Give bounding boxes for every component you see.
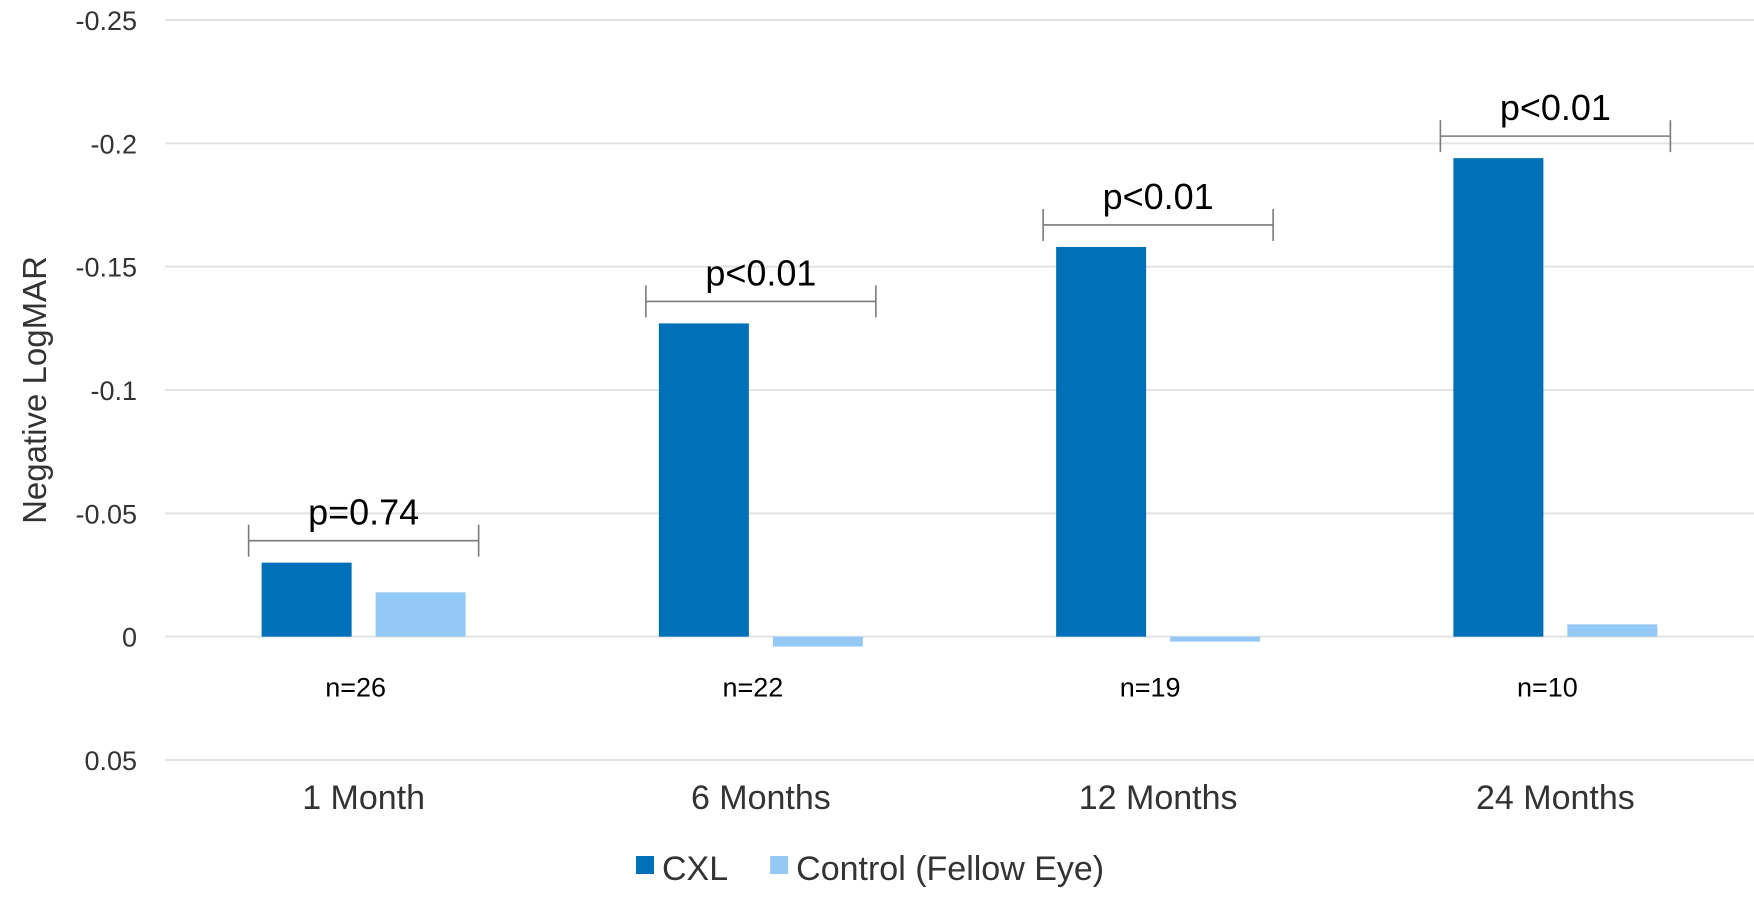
bars bbox=[261, 158, 1658, 647]
bar-control-fellow-eye-4 bbox=[1567, 624, 1658, 637]
y-tick-label: -0.25 bbox=[75, 6, 137, 36]
y-tick-label: 0 bbox=[122, 623, 137, 653]
sample-size-labels: n=26 n=22 n=19 n=10 bbox=[325, 673, 1578, 703]
p-value-label: p<0.01 bbox=[1500, 87, 1611, 128]
y-tick-label: 0.05 bbox=[84, 746, 137, 776]
legend: CXL Control (Fellow Eye) bbox=[636, 850, 1104, 888]
bar-cxl-4 bbox=[1453, 158, 1544, 637]
bar-cxl-1 bbox=[261, 562, 352, 637]
n-label: n=19 bbox=[1120, 673, 1181, 703]
bar-control-fellow-eye-1 bbox=[375, 592, 466, 637]
x-category-label: 24 Months bbox=[1476, 779, 1635, 817]
y-axis-title: Negative LogMAR bbox=[16, 256, 53, 524]
p-value-label: p=0.74 bbox=[308, 492, 419, 533]
n-label: n=22 bbox=[722, 673, 783, 703]
bar-cxl-3 bbox=[1056, 246, 1147, 637]
bar-cxl-2 bbox=[658, 323, 749, 637]
legend-label-1: CXL bbox=[662, 850, 728, 888]
p-value-label: p<0.01 bbox=[705, 252, 816, 293]
y-axis-ticks: -0.25 -0.2 -0.15 -0.1 -0.05 0 0.05 bbox=[75, 6, 137, 776]
x-category-label: 6 Months bbox=[691, 779, 831, 817]
bar-control-fellow-eye-2 bbox=[772, 636, 863, 647]
y-tick-label: -0.1 bbox=[90, 376, 137, 406]
x-category-label: 1 Month bbox=[302, 779, 425, 817]
legend-swatch-1 bbox=[636, 856, 654, 874]
n-label: n=10 bbox=[1517, 673, 1578, 703]
y-tick-label: -0.15 bbox=[75, 253, 137, 283]
significance-brackets: p=0.74 p<0.01 p<0.01 p<0.01 bbox=[247, 87, 1672, 557]
p-value-label: p<0.01 bbox=[1103, 176, 1214, 217]
n-label: n=26 bbox=[325, 673, 386, 703]
bar-control-fellow-eye-3 bbox=[1170, 636, 1261, 642]
y-tick-label: -0.05 bbox=[75, 499, 137, 529]
y-tick-label: -0.2 bbox=[90, 129, 137, 159]
x-axis-categories: 1 Month 6 Months 12 Months 24 Months bbox=[302, 779, 1635, 817]
legend-swatch-2 bbox=[770, 856, 789, 874]
x-category-label: 12 Months bbox=[1079, 779, 1238, 817]
legend-label-2: Control (Fellow Eye) bbox=[796, 850, 1104, 888]
